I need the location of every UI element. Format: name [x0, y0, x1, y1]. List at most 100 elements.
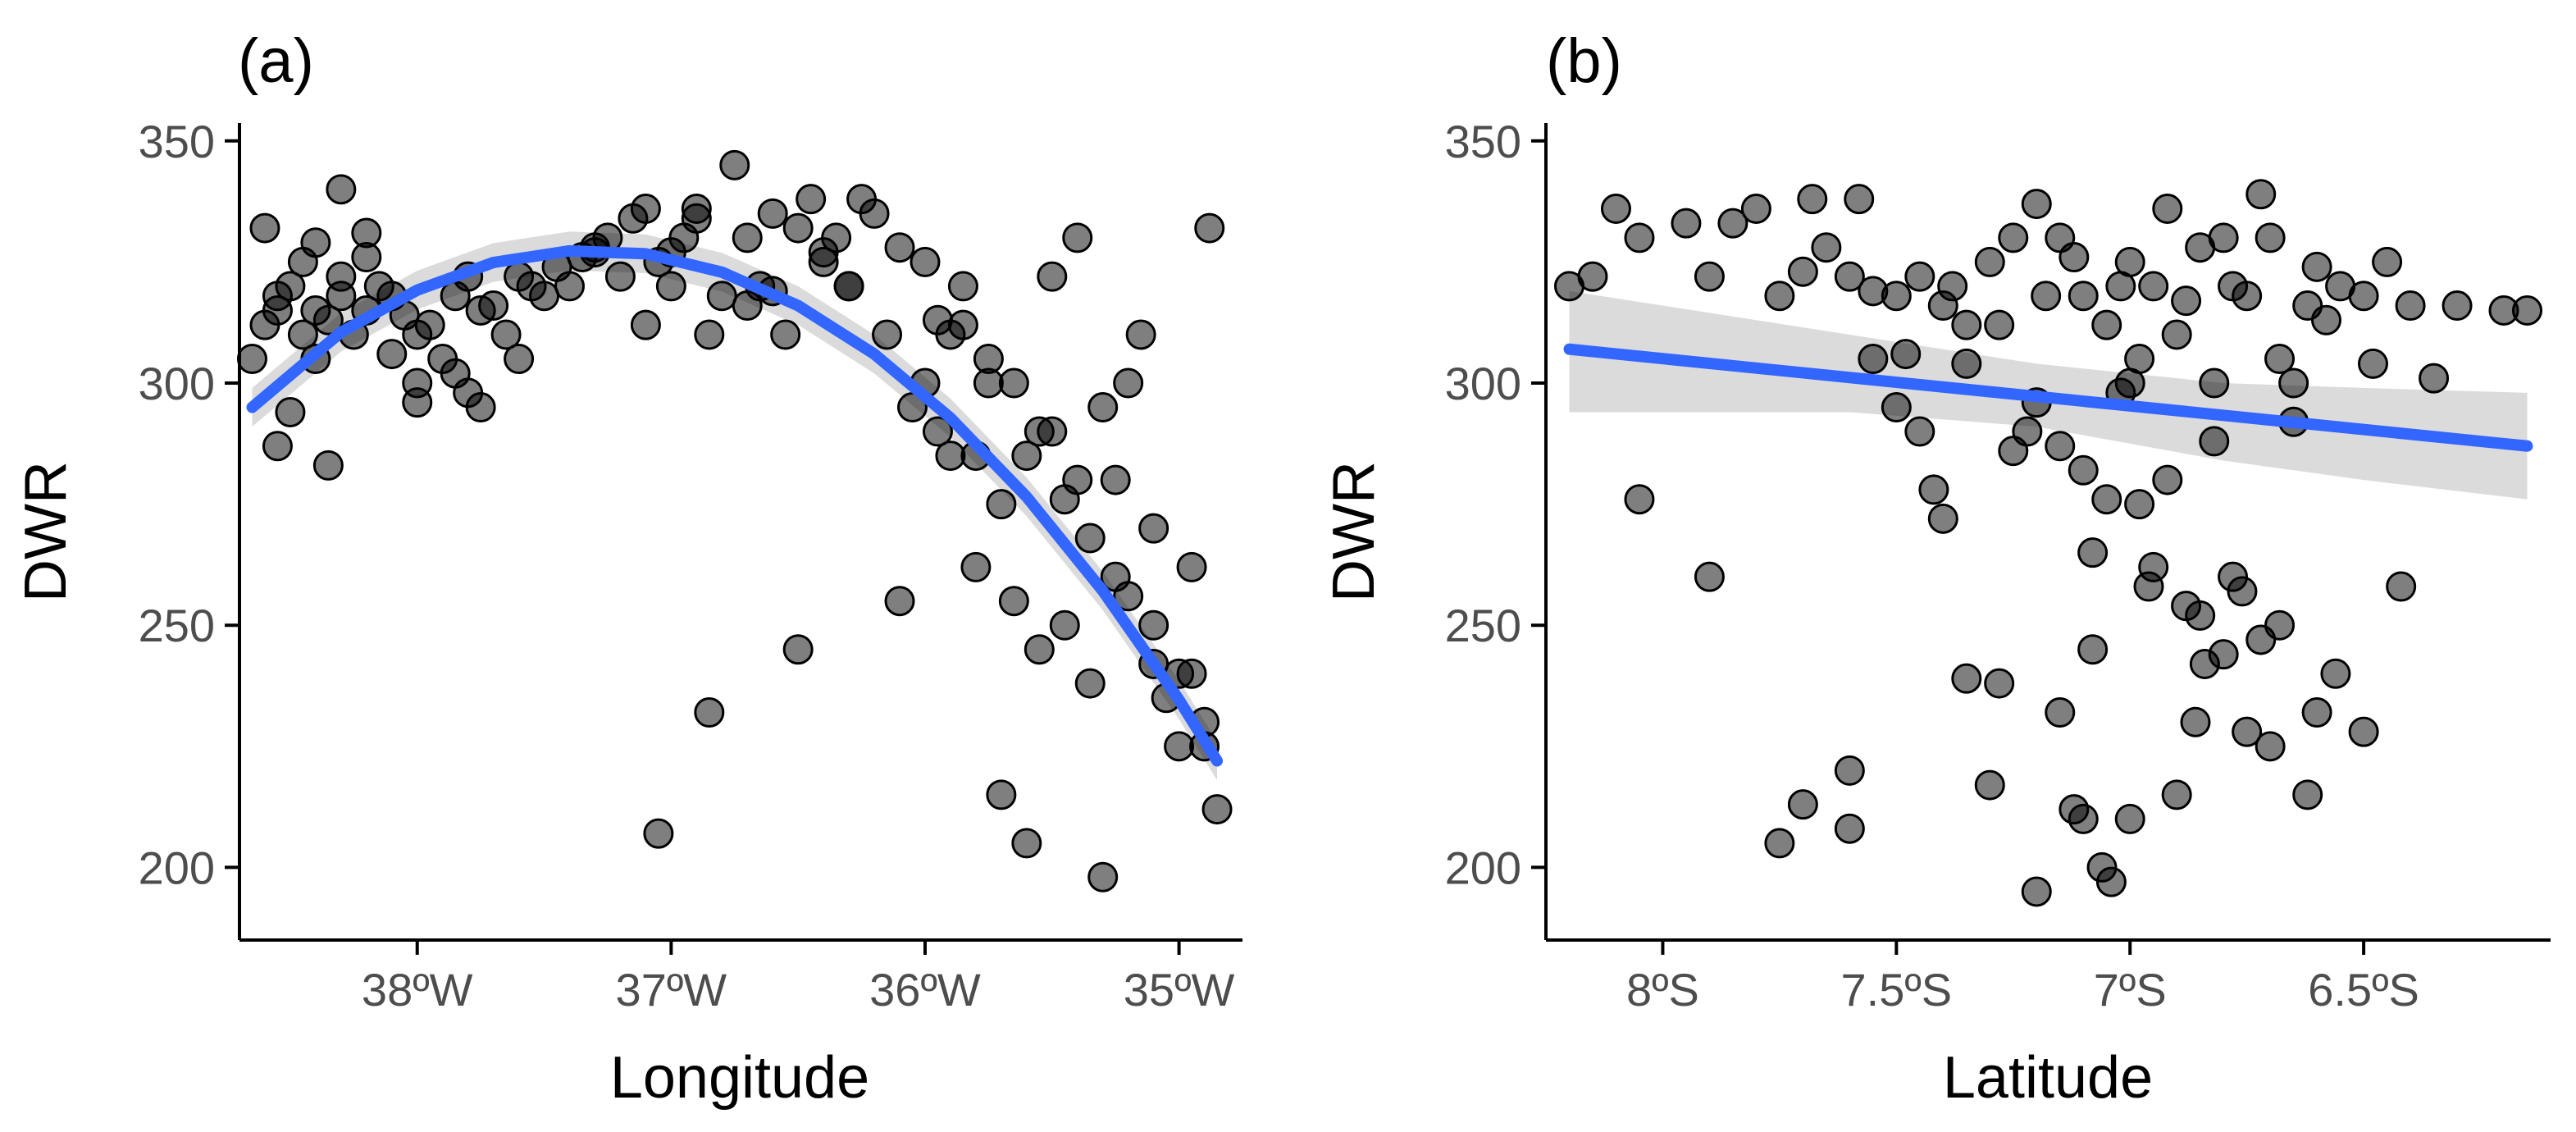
panel-b-points: [1553, 179, 2543, 907]
panel-a-point: [782, 212, 814, 244]
panel-a-point: [770, 319, 801, 350]
panel-b-point: [2357, 348, 2388, 379]
panel-b-point: [2264, 343, 2296, 374]
panel-b-point: [2301, 251, 2332, 282]
panel-b-point: [2138, 271, 2169, 302]
panel-b-point: [2068, 281, 2099, 312]
panel-b-axes: 200 250 300 350 8ºS 7.5ºS 7ºS 6.5ºS: [1445, 116, 2551, 1016]
panel-a-point: [960, 551, 992, 582]
panel-b-point: [1624, 222, 1655, 253]
panel-b-fit-line: [1563, 343, 2533, 452]
panel-b: (b) DWR Latitude 200 250 300 350 8ºS 7.5ºS 7ºS…: [1321, 26, 2551, 1111]
panel-b-point: [2171, 285, 2202, 317]
panel-b-point: [2031, 281, 2062, 312]
panel-a-point: [1125, 319, 1156, 350]
panel-a-point: [1074, 668, 1106, 699]
panel-a-point: [1138, 609, 1169, 641]
panel-a-point: [300, 227, 331, 258]
panel-b-y-tick-label: 250: [1445, 600, 1521, 651]
panel-b-point: [2068, 803, 2099, 834]
panel-b-point: [1904, 416, 1935, 447]
panel-b-point: [2021, 189, 2052, 220]
panel-a-point: [986, 779, 1017, 810]
panel-b-point: [2245, 179, 2277, 210]
panel-a-point: [719, 149, 750, 180]
panel-b-point: [2419, 363, 2450, 394]
panel-a-confidence-band: [252, 231, 1218, 781]
panel-a-point: [910, 246, 941, 277]
panel-a-point: [998, 586, 1029, 617]
panel-a-point: [986, 489, 1017, 520]
panel-b-point: [1624, 484, 1655, 515]
panel-b-point: [1844, 184, 1875, 215]
panel-b-point: [2189, 648, 2220, 679]
panel-b-point: [1951, 348, 1982, 379]
panel-a-point: [1024, 634, 1055, 665]
panel-b-point: [1787, 789, 1818, 820]
panel-b-point: [2077, 634, 2109, 665]
panel-a-point: [973, 343, 1004, 374]
panel-a-point: [1062, 222, 1093, 253]
panel-b-point: [2208, 222, 2239, 253]
panel-b-point: [2301, 697, 2332, 728]
panel-b-point: [2395, 290, 2426, 322]
panel-a-point: [326, 281, 357, 312]
panel-a-point: [1201, 794, 1233, 825]
panel-a-point: [935, 440, 966, 472]
panel-b-point: [1984, 309, 2015, 340]
panel-b-point: [1834, 813, 1865, 844]
panel-a-x-tick-label: 37ºW: [616, 964, 727, 1016]
panel-b-point: [2292, 779, 2323, 810]
panel-b-point: [1717, 208, 1748, 239]
panel-a-point: [236, 343, 267, 374]
panel-a-point: [504, 343, 535, 374]
panel-a-point: [287, 319, 318, 350]
panel-b-point: [1834, 755, 1865, 786]
panel-b-y-tick-label: 300: [1445, 358, 1521, 409]
panel-b-point: [1858, 343, 1889, 374]
panel-a-point: [465, 392, 496, 423]
panel-a-point: [249, 212, 280, 244]
panel-a-point: [922, 304, 953, 335]
panel-a-x-tick-label: 36ºW: [869, 964, 981, 1016]
panel-b-point: [2442, 290, 2473, 322]
panel-a-point: [782, 634, 814, 665]
panel-a-point: [694, 697, 725, 728]
panel-b-point: [1904, 261, 1935, 292]
panel-b-point: [2095, 866, 2127, 897]
panel-b-point: [2114, 803, 2145, 834]
panel-b-point: [2091, 309, 2122, 340]
panel-a-point: [884, 586, 915, 617]
panel-a-y-tick-label: 350: [139, 116, 215, 167]
panel-a-y-axis-title: DWR: [13, 461, 79, 602]
panel-a-point: [351, 217, 382, 249]
panel-b-point: [1834, 261, 1865, 292]
panel-b-point: [2199, 367, 2230, 399]
panel-a-point: [1113, 367, 1144, 399]
panel-b-point: [2199, 426, 2230, 457]
panel-b-point: [2255, 731, 2286, 762]
panel-b-point: [2185, 600, 2216, 631]
panel-b-point: [1974, 769, 2005, 801]
panel-a-point: [694, 319, 725, 350]
panel-b-point: [1890, 339, 1922, 370]
panel-b-point: [1951, 663, 1982, 694]
panel-b-point: [1671, 208, 1702, 239]
panel-a-y-tick-label: 200: [139, 842, 215, 893]
panel-a-point: [681, 193, 712, 224]
panel-a-point: [326, 174, 357, 205]
panel-b-point: [1918, 474, 1949, 505]
panel-a: (a) DWR Longitude 200 250 300 350 38ºW 37ºW 36…: [13, 26, 1242, 1111]
panel-a-y-tick-label: 300: [139, 358, 215, 409]
panel-b-point: [1927, 503, 1958, 534]
panel-b-point: [2320, 658, 2351, 689]
panel-a-point: [998, 367, 1029, 399]
panel-b-point: [1740, 193, 1771, 224]
panel-a-point: [1024, 416, 1055, 447]
panel-b-point: [2386, 571, 2417, 602]
panel-a-point: [1176, 551, 1207, 582]
panel-a-point: [554, 271, 586, 302]
panel-b-point: [2180, 706, 2211, 737]
panel-a-x-tick-label: 35ºW: [1124, 964, 1235, 1016]
panel-b-x-tick-label: 7.5ºS: [1840, 964, 1952, 1016]
